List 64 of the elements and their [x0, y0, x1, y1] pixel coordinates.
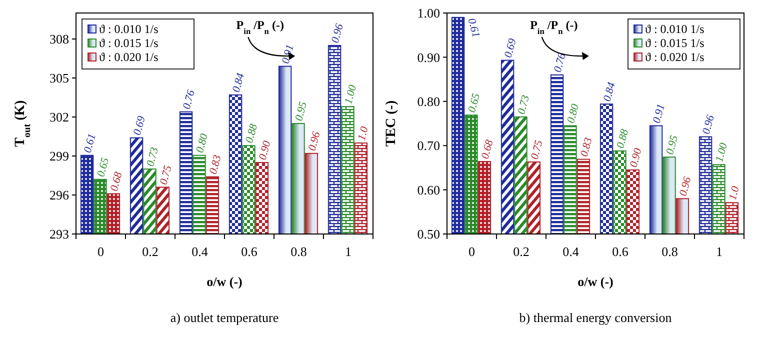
- annotation: 0.61: [465, 17, 482, 39]
- annotation: 1.0: [726, 184, 742, 202]
- x-tick-label: 0.4: [562, 244, 580, 259]
- annotation: 0.96: [700, 113, 718, 136]
- y-tick-label: 308: [50, 32, 69, 47]
- y-tick-label: 0.60: [417, 182, 440, 198]
- annotation: 0.80: [565, 102, 582, 124]
- y-tick-label: 302: [50, 110, 69, 125]
- legend-label: ϑ : 0.020 1/s: [645, 50, 705, 64]
- x-tick-label: 0.8: [662, 244, 678, 259]
- x-axis-title: o/w (-): [206, 274, 242, 289]
- annotation: 0.68: [479, 138, 496, 160]
- annotation: 0.84: [601, 80, 618, 103]
- x-tick-label: 0: [468, 244, 475, 259]
- annotation: 0.75: [528, 138, 546, 161]
- y-tick-label: 305: [50, 70, 69, 86]
- y-axis-title: TEC (-): [384, 100, 399, 147]
- x-tick-label: 1: [345, 244, 352, 259]
- annotation: 0.80: [194, 132, 211, 154]
- annotation: 0.69: [502, 36, 520, 60]
- legend-label: ϑ : 0.015 1/s: [645, 36, 705, 50]
- legend-label: ϑ : 0.010 1/s: [99, 22, 159, 36]
- y-tick-label: 0.70: [417, 138, 440, 154]
- legend-label: ϑ : 0.010 1/s: [645, 22, 705, 36]
- y-tick-label: 0.80: [417, 94, 440, 109]
- x-tick-label: 0: [98, 244, 104, 259]
- x-axis-title: o/w (-): [578, 274, 614, 289]
- x-tick-label: 1: [716, 244, 722, 259]
- x-tick-label: 0.6: [612, 244, 629, 259]
- y-tick-label: 0.50: [417, 226, 440, 242]
- x-tick-label: 0.4: [192, 244, 208, 259]
- annotation: 0.96: [306, 130, 323, 152]
- y-tick-label: 0.90: [417, 50, 440, 65]
- annotation: 0.61: [82, 132, 98, 154]
- annotation: P$_{in}$ /P$_{n}$ (-): [530, 18, 578, 36]
- y-tick-label: 299: [50, 148, 69, 164]
- annotation: P$_{in}$ /P$_{n}$ (-): [236, 18, 284, 36]
- legend-label: ϑ : 0.015 1/s: [99, 36, 159, 50]
- legend-label: ϑ : 0.020 1/s: [99, 50, 159, 64]
- x-tick-label: 0.6: [241, 244, 258, 259]
- y-tick-label: 1.00: [417, 6, 440, 21]
- text: b) thermal energy conversion: [519, 310, 672, 325]
- text: a) outlet temperature: [170, 310, 279, 325]
- annotation: 0.83: [207, 153, 224, 176]
- y-tick-label: 293: [50, 226, 69, 242]
- annotation: 0.91: [650, 102, 668, 124]
- x-tick-label: 0.2: [513, 244, 530, 259]
- annotation: 0.96: [329, 22, 346, 44]
- annotation: 0.84: [230, 71, 248, 94]
- annotation: 0.95: [293, 100, 310, 122]
- annotation: 0.83: [578, 136, 595, 158]
- annotation: 0.76: [552, 51, 569, 74]
- annotation: 1.0: [356, 124, 372, 142]
- annotation: 0.96: [677, 175, 694, 198]
- annotation: 0.65: [466, 92, 483, 114]
- x-tick-label: 0.8: [290, 244, 307, 259]
- y-tick-label: 296: [50, 188, 70, 203]
- x-tick-label: 0.2: [142, 244, 158, 259]
- annotation: 0.69: [131, 114, 148, 137]
- annotation: 0.73: [516, 93, 532, 116]
- annotation: 1.00: [714, 141, 730, 164]
- annotation: 0.76: [180, 88, 198, 111]
- annotation: 1.00: [342, 83, 360, 106]
- annotation: 0.95: [664, 134, 681, 156]
